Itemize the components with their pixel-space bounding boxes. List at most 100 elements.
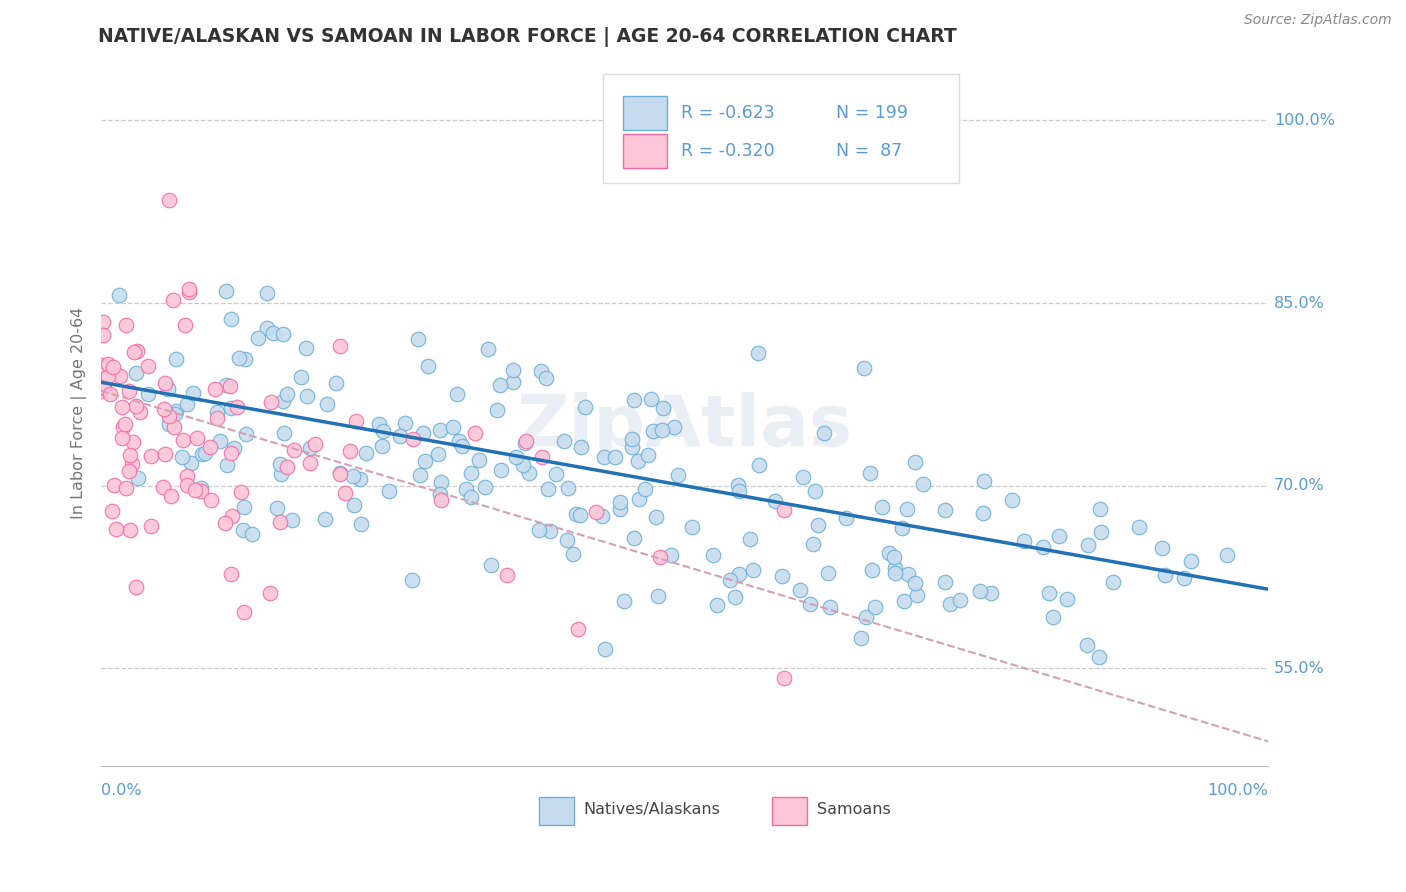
Point <box>1088 502 1111 516</box>
Point <box>271 393 294 408</box>
Point <box>792 470 814 484</box>
Point <box>177 285 200 299</box>
Point <box>1077 538 1099 552</box>
Point <box>817 566 839 581</box>
Point <box>904 576 927 591</box>
Point <box>763 494 786 508</box>
Point <box>181 386 204 401</box>
Point <box>219 566 242 581</box>
Point <box>770 569 793 583</box>
Point <box>441 419 464 434</box>
Point <box>242 526 264 541</box>
Point <box>295 342 318 356</box>
Point <box>406 333 429 347</box>
Point <box>569 508 592 523</box>
Point <box>159 490 181 504</box>
Point <box>609 502 631 516</box>
Point <box>389 429 412 443</box>
Point <box>232 605 254 619</box>
Point <box>108 368 131 383</box>
Point <box>891 521 914 535</box>
Point <box>122 435 145 450</box>
Point <box>912 477 935 491</box>
Point <box>256 321 278 335</box>
Point <box>112 419 135 434</box>
Point <box>329 467 352 482</box>
Point <box>897 567 920 582</box>
Point <box>91 315 114 329</box>
Point <box>350 517 373 532</box>
Point <box>634 482 657 496</box>
Point <box>191 447 214 461</box>
Point <box>893 594 915 608</box>
Point <box>105 522 128 536</box>
Point <box>125 366 148 380</box>
Point <box>176 396 198 410</box>
Point <box>905 588 928 602</box>
Point <box>111 400 134 414</box>
Point <box>429 487 451 501</box>
Point <box>120 448 142 462</box>
Point <box>464 425 486 440</box>
Point <box>1076 638 1098 652</box>
Point <box>190 483 212 498</box>
Point <box>176 469 198 483</box>
Point <box>219 446 242 460</box>
Point <box>295 389 318 403</box>
Point <box>222 441 245 455</box>
Point <box>231 485 253 500</box>
Point <box>299 441 322 455</box>
Point <box>100 504 122 518</box>
Point <box>939 597 962 611</box>
Point <box>153 376 176 391</box>
Point <box>418 359 440 373</box>
Point <box>884 561 907 575</box>
Point <box>451 438 474 452</box>
Point <box>124 399 146 413</box>
Point <box>172 433 194 447</box>
Point <box>530 450 553 464</box>
Point <box>1216 549 1239 563</box>
Point <box>152 480 174 494</box>
Point <box>270 467 292 481</box>
Point <box>742 563 765 577</box>
Point <box>103 360 125 375</box>
Point <box>813 426 835 441</box>
Point <box>728 483 751 498</box>
Point <box>574 400 596 414</box>
Point <box>314 512 336 526</box>
Point <box>505 450 527 464</box>
Point <box>834 511 856 525</box>
Point <box>643 424 665 438</box>
Point <box>117 464 139 478</box>
Point <box>370 439 392 453</box>
Text: 100.0%: 100.0% <box>1274 113 1336 128</box>
Point <box>91 380 114 394</box>
Point <box>98 387 121 401</box>
Text: Source: ZipAtlas.com: Source: ZipAtlas.com <box>1244 13 1392 28</box>
Point <box>527 523 550 537</box>
Text: Natives/Alaskans: Natives/Alaskans <box>583 802 720 817</box>
Point <box>344 414 367 428</box>
Point <box>157 417 180 431</box>
Text: 70.0%: 70.0% <box>1274 478 1324 493</box>
Point <box>349 473 371 487</box>
Point <box>180 457 202 471</box>
Point <box>623 393 645 408</box>
Point <box>555 533 578 547</box>
Point <box>621 432 644 446</box>
Point <box>97 357 120 371</box>
Point <box>90 384 112 399</box>
FancyBboxPatch shape <box>603 74 959 183</box>
Point <box>530 364 553 378</box>
Text: 85.0%: 85.0% <box>1274 295 1324 310</box>
Point <box>789 582 811 597</box>
Point <box>259 586 281 600</box>
Text: NATIVE/ALASKAN VS SAMOAN IN LABOR FORCE | AGE 20-64 CORRELATION CHART: NATIVE/ALASKAN VS SAMOAN IN LABOR FORCE … <box>98 27 957 46</box>
Text: R = -0.623: R = -0.623 <box>682 103 775 121</box>
Point <box>727 567 749 582</box>
Point <box>283 442 305 457</box>
Point <box>259 395 281 409</box>
Point <box>165 404 187 418</box>
Point <box>1056 592 1078 607</box>
